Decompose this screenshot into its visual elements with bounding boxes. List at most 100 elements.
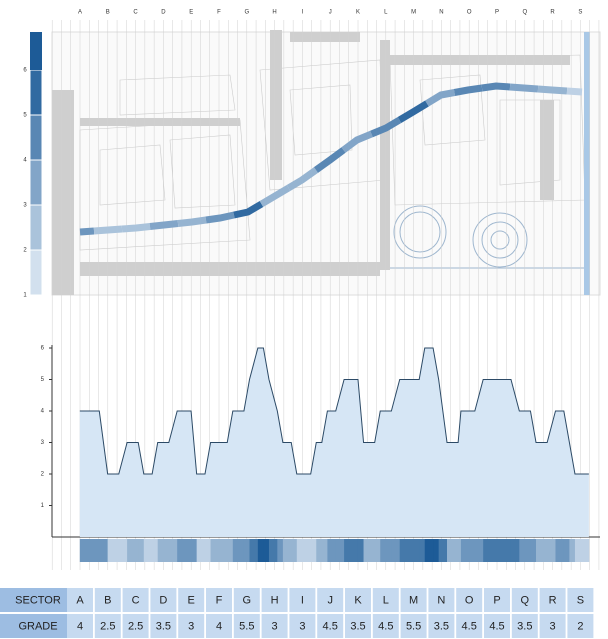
strip-segment — [563, 539, 570, 562]
scale-label: 1 — [23, 293, 27, 299]
table-cell — [345, 588, 371, 612]
table-cell — [150, 614, 177, 638]
table-cell — [67, 614, 93, 638]
cell-text: 3.5 — [517, 620, 532, 632]
scale-swatch — [29, 114, 43, 161]
table-cell — [94, 588, 121, 612]
cell-text: B — [104, 594, 111, 606]
sector-label: R — [550, 10, 555, 16]
strip-segment — [510, 539, 520, 562]
cell-text: 5.5 — [239, 620, 254, 632]
table-cell — [567, 588, 594, 612]
cell-text: H — [271, 594, 279, 606]
table-cell — [484, 588, 510, 612]
strip-segment — [335, 539, 345, 562]
sector-label: G — [244, 10, 249, 16]
strip-segment — [143, 539, 153, 562]
map-circles — [390, 205, 590, 269]
sector-label: A — [78, 10, 82, 16]
cell-text: 3 — [550, 620, 556, 632]
cell-text: C — [132, 594, 140, 606]
strip-segment — [79, 539, 100, 562]
sector-label: S — [578, 10, 582, 16]
table-cell — [539, 588, 566, 612]
scale-label: 4 — [23, 158, 27, 164]
strip-segment — [458, 539, 462, 562]
route-segment — [93, 225, 123, 235]
strip-segment — [310, 539, 317, 562]
cell-text: 3.5 — [350, 620, 365, 632]
cell-text: K — [354, 594, 362, 606]
sector-label: D — [161, 10, 166, 16]
route-segment — [79, 227, 95, 236]
table: SECTOR A B C D E F G H I J K L M N O P Q R S GRADE 4 2.5 2.5 3.5… — [0, 588, 594, 638]
table-cell — [122, 614, 149, 638]
y-tick-label: 6 — [41, 346, 45, 352]
table-cell — [400, 614, 427, 638]
y-tick-label: 1 — [41, 503, 45, 509]
cell-text: P — [493, 594, 500, 606]
strip-segment — [168, 539, 178, 562]
sector-label: B — [106, 10, 110, 16]
cell-text: F — [216, 594, 223, 606]
y-tick-label: 5 — [41, 377, 45, 383]
route-segment — [453, 84, 483, 96]
sector-label: H — [272, 10, 276, 16]
sector-label: I — [302, 10, 304, 16]
strip-segment — [138, 539, 145, 562]
route — [79, 82, 583, 236]
route-segment — [286, 167, 319, 192]
strip-segment — [232, 539, 245, 562]
y-tick-label: 2 — [41, 472, 45, 478]
scale-swatch — [30, 32, 42, 70]
sector-label: Q — [522, 10, 527, 16]
strip-segment — [243, 539, 250, 562]
table-cell — [233, 588, 260, 612]
route-segment — [313, 147, 346, 173]
strip-segment — [399, 539, 420, 562]
strip-segment — [268, 539, 278, 562]
map-edge — [584, 32, 590, 295]
cell-text: L — [383, 594, 389, 606]
strip-segment — [483, 539, 512, 562]
route-segment — [425, 89, 456, 107]
route-segment — [177, 216, 207, 227]
table-cell — [539, 614, 566, 638]
table-cell — [289, 588, 316, 612]
route-segment — [205, 211, 235, 224]
scale-label: 5 — [23, 113, 27, 119]
sector-label: F — [217, 10, 221, 16]
strip-segment — [569, 539, 576, 562]
cell-text: 3 — [188, 620, 194, 632]
sector-labels: A B C D E F G H I J K L M N O P Q R S — [78, 10, 582, 16]
cell-text: 5.5 — [406, 620, 421, 632]
cell-text: 4.5 — [378, 620, 393, 632]
cell-text: O — [465, 594, 474, 606]
table-header-cell — [0, 614, 76, 638]
sector-label: K — [356, 10, 360, 16]
strip-segment — [321, 539, 328, 562]
table-cell — [567, 614, 594, 638]
cell-text: 3.5 — [156, 620, 171, 632]
color-scale: 1 2 3 4 5 6 — [23, 32, 43, 299]
strip-segment — [157, 539, 170, 562]
route-segment — [233, 200, 264, 219]
strip-segment — [291, 539, 298, 562]
route-segment — [397, 100, 429, 124]
strip-segment — [204, 539, 211, 562]
scale-label: 3 — [23, 203, 27, 209]
strip-segment — [380, 539, 392, 562]
strip-segment — [277, 539, 284, 562]
strip-segment — [118, 539, 128, 562]
table-cell — [428, 614, 455, 638]
strip-segment — [210, 539, 228, 562]
cell-text: 4.5 — [323, 620, 338, 632]
strip-segment — [536, 539, 548, 562]
table-cell — [261, 588, 288, 612]
sector-label: O — [467, 10, 472, 16]
strip-segment — [460, 539, 476, 562]
table-cell — [94, 614, 121, 638]
table-cell — [456, 614, 483, 638]
strip-segment — [438, 539, 448, 562]
cell-text: S — [577, 594, 584, 606]
